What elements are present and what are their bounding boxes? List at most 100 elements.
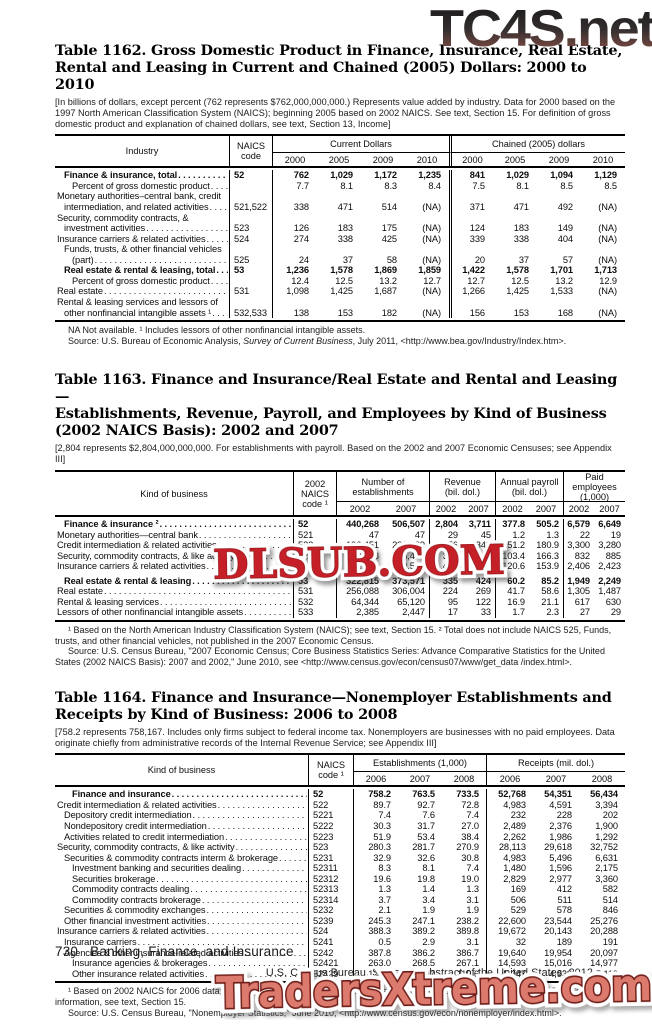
value-cell: (NA)	[422, 286, 441, 297]
value-cell: 29	[610, 607, 621, 618]
value-cell	[493, 191, 537, 202]
value-cell: 1,236	[286, 265, 309, 276]
table-row: Activities related to credit intermediat…	[55, 831, 625, 843]
value-cell: 183	[337, 223, 353, 234]
value-cell: 156	[449, 307, 493, 319]
column-header-naics: NAICS code ¹	[308, 755, 354, 786]
table-row: Rental & leasing services and lessors of	[55, 296, 625, 308]
value-cell: 1,949	[563, 571, 594, 587]
naics-cell: 5221	[308, 810, 354, 822]
table-header: Industry NAICS code Current Dollars Chai…	[55, 136, 625, 169]
value-cell: 2,423	[598, 561, 621, 572]
value-cell: 1,869	[374, 265, 397, 276]
value-cell: 306,004	[392, 586, 425, 597]
row-label: Other insurance related activities	[55, 969, 308, 980]
value-cell: 2,804	[429, 519, 462, 530]
value-cell: 3.4	[422, 894, 435, 905]
value-cell: 14,593	[486, 958, 533, 969]
footnote: NA Not available. ¹ Includes lessors of …	[68, 325, 366, 336]
tradersxtreme-watermark: TradersXtreme.com TradersXtreme.com	[210, 958, 652, 1020]
value-cell: 2.9	[422, 937, 435, 948]
value-cell: 32.9	[373, 852, 391, 863]
naics-cell: 524	[293, 561, 337, 572]
table-row: Securities brokerage52312 19.6 19.8 19.0 2,8…	[55, 873, 625, 885]
table-row: Rental & leasing services532 64,344 65,120…	[55, 596, 625, 608]
table-row: Other financial investment activities523…	[55, 915, 625, 927]
value-cell	[361, 213, 405, 224]
naics-cell: 524	[229, 233, 273, 245]
row-label: (part)	[55, 255, 229, 266]
value-cell	[493, 244, 537, 255]
table-row: (part)525 24 37 58 (NA) 20 37 57 (NA)	[55, 254, 625, 266]
value-cell: 8.3	[378, 863, 391, 874]
naics-cell: 52314	[308, 894, 354, 906]
row-label: intermediation, and related activities	[55, 202, 229, 213]
value-cell: 16.9	[495, 596, 529, 608]
table-body: Finance & insurance ²52 440,268 506,507 2,8…	[55, 517, 625, 620]
row-label: Rental & leasing services and lessors of	[57, 296, 218, 307]
value-cell: 8.5	[560, 180, 573, 191]
value-cell: 228	[556, 810, 572, 821]
value-cell: 153	[513, 307, 529, 318]
value-cell: 4,983	[486, 852, 533, 864]
row-label: Insurance carriers & related activities	[55, 234, 229, 245]
table-row: Agencies & other insurance-related activ…	[55, 947, 625, 959]
table-row: Insurance carriers5241 0.5 2.9 3.1 32 189 191	[55, 937, 625, 948]
value-cell: 4,591	[549, 799, 572, 810]
group-header-establishments: Establishments (1,000)	[354, 755, 486, 773]
row-label: Credit intermediation & related activiti…	[55, 540, 293, 551]
value-cell: 424	[475, 575, 491, 586]
source-note: Source: U.S. Census Bureau, "Nonemployer…	[68, 1007, 562, 1018]
value-cell: 270.9	[456, 842, 479, 853]
value-cell: 1,094	[550, 170, 573, 181]
value-cell: 338	[293, 202, 309, 213]
value-cell: 1,029	[506, 170, 529, 181]
value-cell: 268.5	[412, 958, 435, 969]
table-row: Security, commodity contracts, & like ac…	[55, 550, 625, 562]
year-header: 2007	[409, 773, 431, 784]
value-cell: 8.3	[384, 180, 397, 191]
value-cell: 322,815	[346, 575, 379, 586]
value-cell: 612	[475, 550, 491, 561]
naics-cell: 522	[293, 540, 337, 551]
value-cell: 1.3	[378, 884, 391, 895]
year-header: 2007	[468, 503, 489, 514]
value-cell: 2,262	[486, 831, 533, 843]
value-cell: 7.5	[449, 180, 493, 192]
value-cell: 8.1	[516, 180, 529, 191]
value-cell: 841	[449, 170, 493, 181]
column-header-kind-of-business: Kind of business	[147, 765, 216, 776]
value-cell	[405, 213, 449, 224]
table-footnotes: ¹ Based on the North American Industry C…	[55, 625, 621, 668]
value-cell: 3,300	[563, 540, 594, 551]
value-cell: 89.7	[373, 799, 391, 810]
value-cell: 19	[610, 529, 621, 540]
value-cell: 1,711	[468, 561, 491, 572]
value-cell: 57	[562, 254, 573, 265]
value-cell	[537, 297, 581, 308]
tc4s-watermark-text: TC4S.net	[430, 0, 652, 58]
value-cell: 21.1	[541, 596, 559, 607]
dlsub-watermark-text: DLSUB.COM	[213, 537, 506, 589]
value-cell	[273, 213, 317, 224]
value-cell: 1,900	[595, 821, 618, 832]
naics-cell: 5232	[308, 905, 354, 916]
value-cell: 19.6	[373, 873, 391, 884]
table-1162: Industry NAICS code Current Dollars Chai…	[55, 134, 625, 323]
table-row: Commodity contracts brokerage52314 3.7 3.4…	[55, 894, 625, 906]
table-1163: Kind of business 2002 NAICS code ¹ Numbe…	[55, 470, 625, 622]
value-cell: 151.2	[495, 540, 529, 551]
value-cell: 245.3	[368, 915, 391, 926]
value-cell: 30.8	[461, 852, 479, 863]
row-label: Real estate	[55, 286, 229, 297]
table-row: other nonfinancial intangible assets ¹53…	[55, 307, 625, 319]
value-cell: 471	[337, 202, 353, 213]
value-cell: 20,097	[590, 947, 618, 958]
naics-cell: 525	[229, 254, 273, 266]
naics-cell	[229, 212, 273, 224]
naics-cell: 524	[308, 926, 354, 938]
value-cell: 1,403	[429, 561, 462, 572]
naics-cell: 52	[308, 789, 354, 800]
row-label: Real estate	[55, 586, 293, 597]
